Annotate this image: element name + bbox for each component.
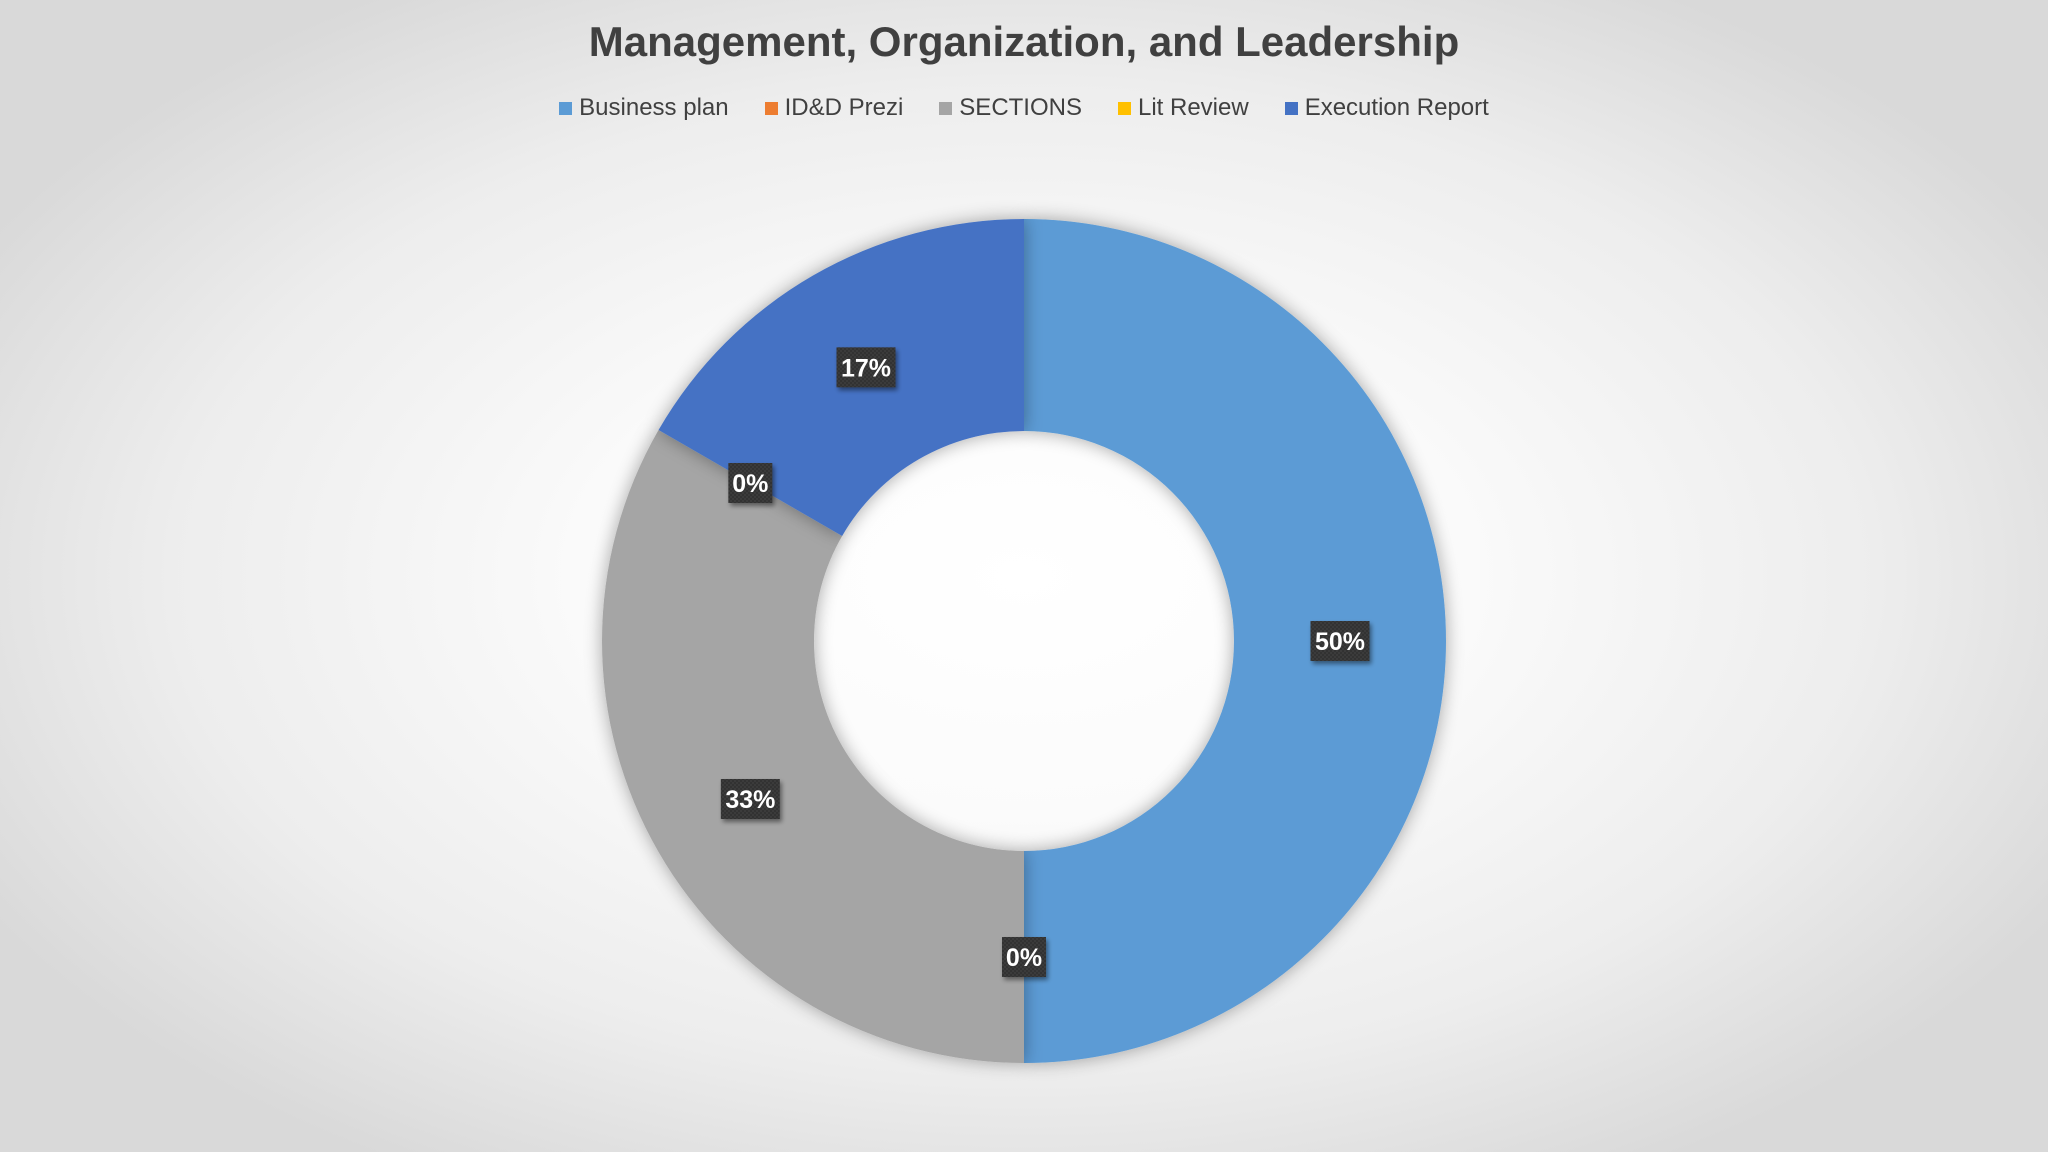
data-labels: 50% 0% 33% 0% 17% [720,347,1370,977]
chart-title: Management, Organization, and Leadership [588,18,1460,65]
legend: Business plan ID&D Prezi SECTIONS Lit Revie… [0,94,2048,122]
legend-item: Execution Report [1284,94,1489,122]
legend-swatch [764,101,778,115]
data-label: 17% [836,347,896,388]
data-label-box [1310,621,1370,661]
legend-item: Lit Review [1117,94,1249,122]
data-label: 0% [1002,937,1046,977]
data-label-box [720,779,780,819]
data-label-text: 33% [725,786,775,814]
legend-item: Business plan [559,94,729,122]
legend-swatch [1117,101,1131,115]
legend-swatch [559,101,573,115]
data-label-text: 50% [1315,628,1365,656]
data-label-text: 17% [841,354,891,382]
legend-item: SECTIONS [939,94,1082,122]
legend-label: ID&D Prezi [784,94,904,121]
data-label: 50% [1310,621,1370,661]
donut-segment [601,430,1024,1063]
data-label-box [836,347,896,388]
data-label-text: 0% [1006,944,1042,972]
donut-segment [1024,219,1446,1063]
legend-label: Business plan [579,94,729,121]
legend-swatch [1284,101,1298,115]
data-label: 0% [728,463,773,503]
data-label-box [728,463,773,503]
legend-item: ID&D Prezi [764,94,904,122]
data-label-box [1002,937,1046,977]
data-label-text: 0% [732,470,768,498]
legend-label: Lit Review [1137,94,1249,121]
data-label: 33% [720,779,780,819]
legend-label: SECTIONS [959,94,1082,121]
legend-label: Execution Report [1304,94,1489,121]
legend-swatch [939,101,953,115]
